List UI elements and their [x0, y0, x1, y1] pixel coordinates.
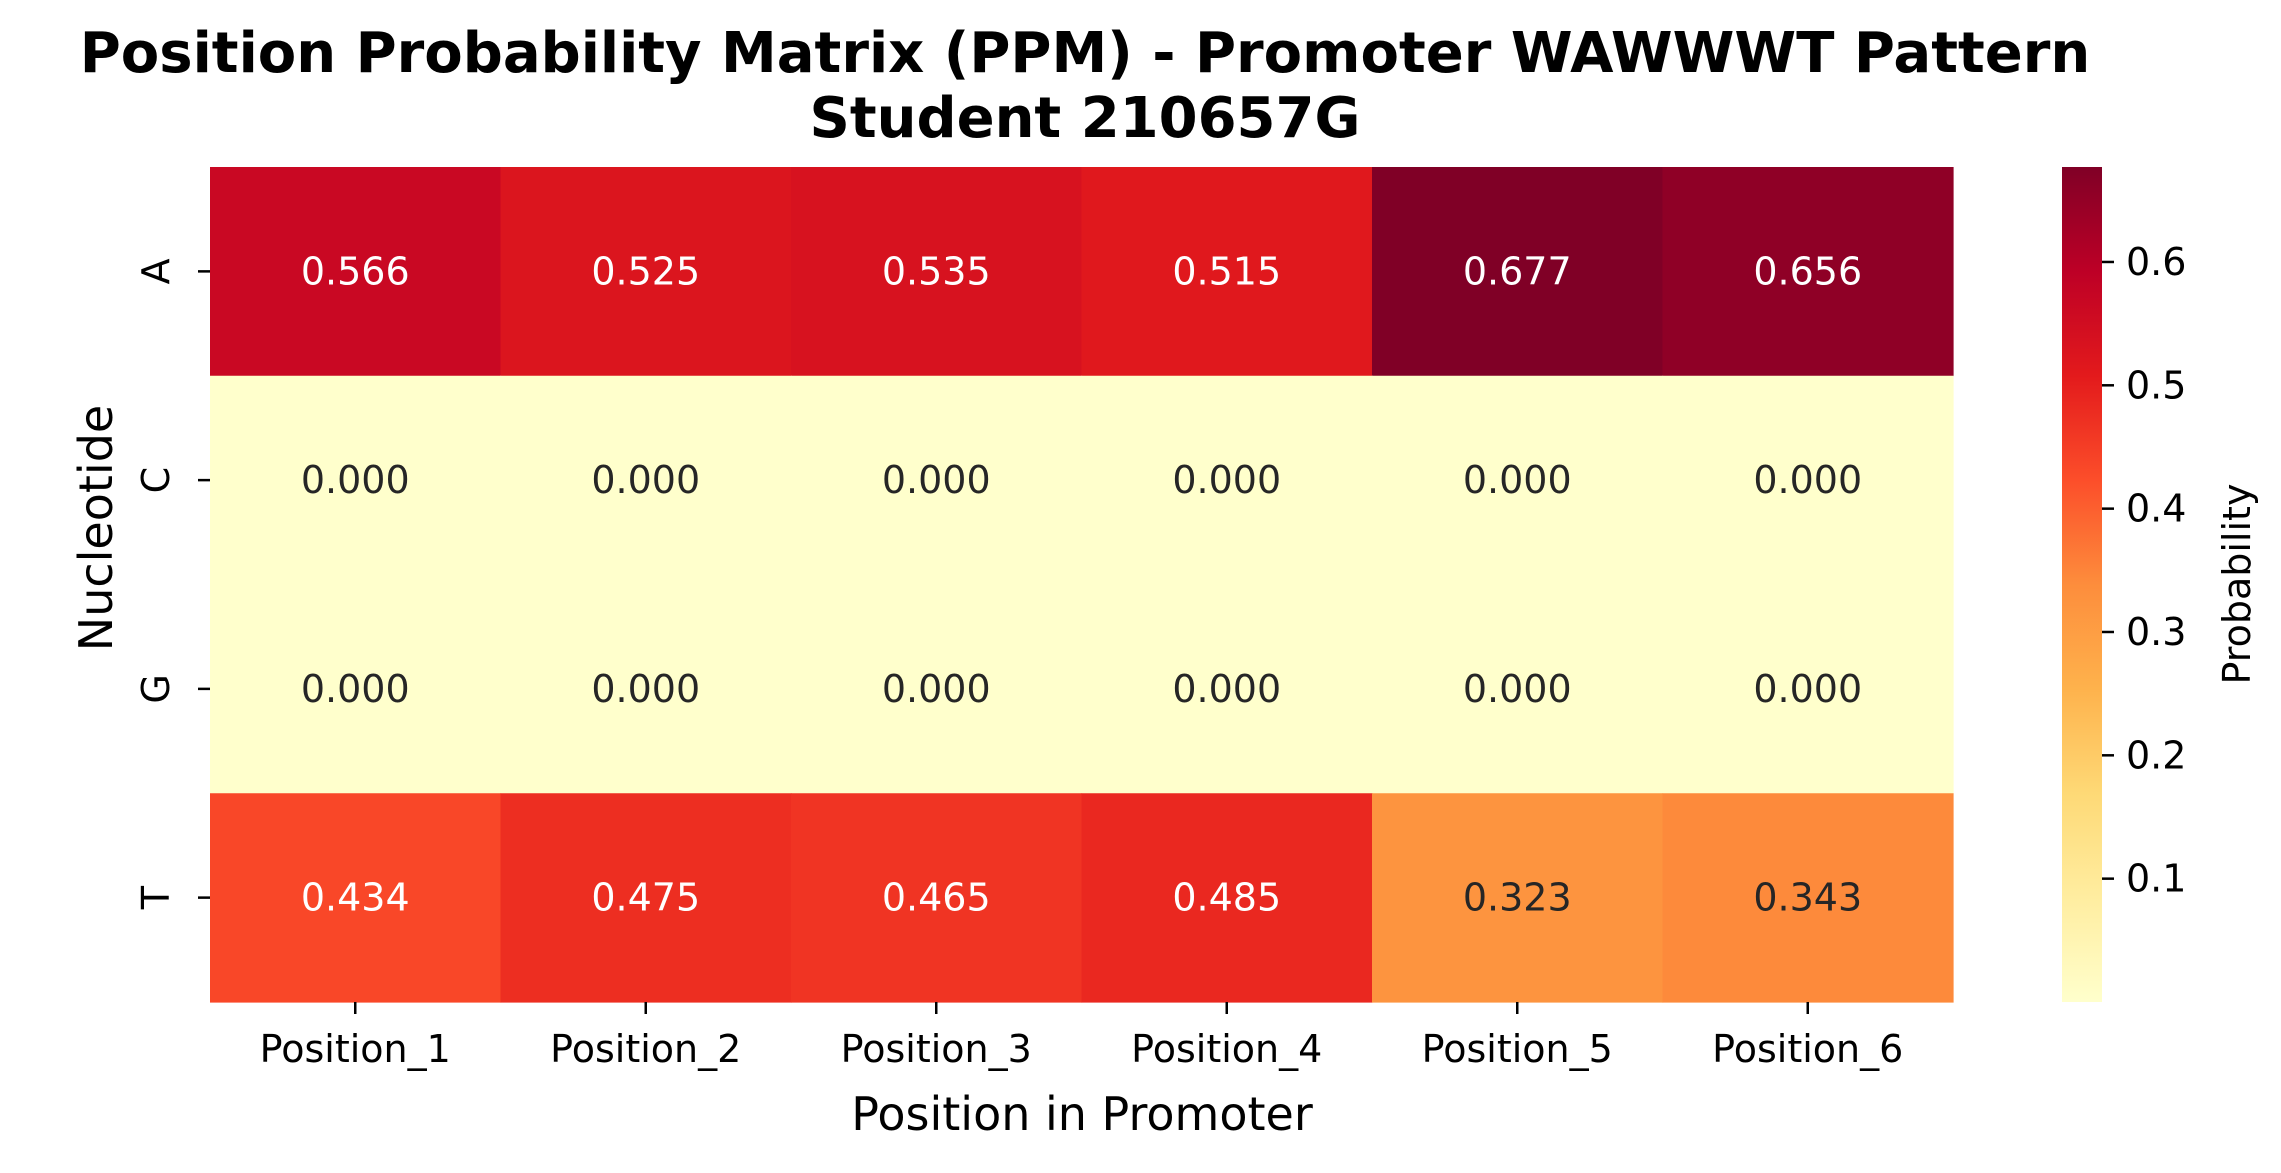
heatmap-cell-c-2 — [500, 375, 792, 586]
heatmap-cell-a-4 — [1081, 167, 1373, 377]
heatmap-cell-t-1 — [210, 793, 502, 1003]
heatmap-cell-g-5 — [1372, 584, 1664, 794]
cell-value-label: 0.000 — [301, 458, 410, 502]
colorbar-tick-label: 0.2 — [2126, 733, 2186, 777]
x-axis: Position_1 Position_2 Position_3 Position_4… — [260, 1002, 1903, 1071]
heatmap-cell-g-1 — [210, 584, 502, 794]
heatmap-cell-c-6 — [1662, 375, 1954, 586]
cell-value-label: 0.525 — [591, 249, 700, 293]
cell-value-label: 0.000 — [1172, 458, 1281, 502]
heatmap-cell-g-6 — [1662, 584, 1954, 794]
heatmap-cell-labels: 0.566 0.525 0.535 0.515 0.677 0.656 0.000 0.000… — [301, 249, 1862, 919]
heatmap-cell-t-6 — [1662, 793, 1954, 1003]
cell-value-label: 0.343 — [1753, 876, 1862, 920]
heatmap-cell-c-5 — [1372, 375, 1664, 586]
colorbar-tick-label: 0.3 — [2126, 610, 2186, 654]
cell-value-label: 0.515 — [1172, 249, 1281, 293]
cell-value-label: 0.677 — [1463, 249, 1572, 293]
heatmap-cell-a-2 — [500, 167, 792, 377]
cell-value-label: 0.566 — [301, 249, 410, 293]
y-tick-label: A — [134, 258, 178, 284]
cell-value-label: 0.000 — [1463, 458, 1572, 502]
heatmap-cell-g-4 — [1081, 584, 1373, 794]
y-axis-label: Nucleotide — [69, 405, 123, 651]
cell-value-label: 0.485 — [1172, 876, 1281, 920]
x-tick-label: Position_6 — [1712, 1027, 1903, 1071]
heatmap-cell-c-4 — [1081, 375, 1373, 586]
x-tick-label: Position_5 — [1422, 1027, 1613, 1071]
cell-value-label: 0.000 — [882, 667, 991, 711]
colorbar-tick-label: 0.4 — [2126, 487, 2186, 531]
x-tick-label: Position_1 — [260, 1027, 451, 1071]
heatmap-cell-g-2 — [500, 584, 792, 794]
x-axis-label: Position in Promoter — [851, 1087, 1313, 1141]
heatmap-cell-t-2 — [500, 793, 792, 1003]
heatmap-cell-c-1 — [210, 375, 502, 586]
heatmap-cell-a-3 — [791, 167, 1083, 377]
cell-value-label: 0.000 — [1463, 667, 1572, 711]
heatmap-cell-t-4 — [1081, 793, 1373, 1003]
cell-value-label: 0.000 — [882, 458, 991, 502]
heatmap-cell-t-3 — [791, 793, 1083, 1003]
cell-value-label: 0.434 — [301, 876, 410, 920]
cell-value-label: 0.000 — [591, 458, 700, 502]
cell-value-label: 0.535 — [882, 249, 991, 293]
colorbar-tick-label: 0.6 — [2126, 240, 2186, 284]
colorbar-tick-label: 0.5 — [2126, 363, 2186, 407]
x-tick-label: Position_3 — [841, 1027, 1032, 1071]
cell-value-label: 0.000 — [1753, 667, 1862, 711]
y-tick-label: T — [134, 885, 178, 910]
y-tick-label: G — [134, 674, 178, 703]
colorbar-tick-label: 0.1 — [2126, 857, 2186, 901]
cell-value-label: 0.656 — [1753, 249, 1862, 293]
heatmap-cell-a-5 — [1372, 167, 1664, 377]
cell-value-label: 0.000 — [1172, 667, 1281, 711]
colorbar: 0.1 0.2 0.3 0.4 0.5 0.6 — [2062, 167, 2186, 1002]
cell-value-label: 0.000 — [301, 667, 410, 711]
chart-title: Position Probability Matrix (PPM) - Prom… — [80, 21, 2090, 86]
heatmap-cell-a-6 — [1662, 167, 1954, 377]
colorbar-gradient — [2062, 167, 2102, 1002]
cell-value-label: 0.465 — [882, 876, 991, 920]
chart-subtitle: Student 210657G — [810, 86, 1361, 151]
x-tick-label: Position_2 — [550, 1027, 741, 1071]
heatmap-cells — [210, 167, 1954, 1003]
heatmap-cell-c-3 — [791, 375, 1083, 586]
heatmap-cell-a-1 — [210, 167, 502, 377]
x-tick-label: Position_4 — [1131, 1027, 1322, 1071]
heatmap-cell-t-5 — [1372, 793, 1664, 1003]
heatmap-cell-g-3 — [791, 584, 1083, 794]
cell-value-label: 0.323 — [1463, 876, 1572, 920]
cell-value-label: 0.000 — [1753, 458, 1862, 502]
colorbar-label: Probability — [2215, 484, 2259, 685]
y-axis: A C G T — [134, 258, 210, 910]
cell-value-label: 0.000 — [591, 667, 700, 711]
cell-value-label: 0.475 — [591, 876, 700, 920]
y-tick-label: C — [134, 467, 178, 494]
